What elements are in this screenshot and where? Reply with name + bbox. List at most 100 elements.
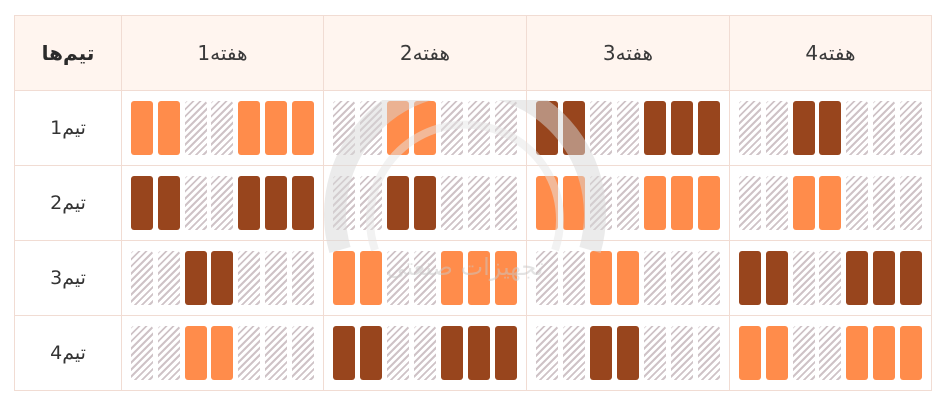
off-block-hatched: [468, 101, 490, 155]
shift-block-dark: [131, 176, 153, 230]
off-block-hatched: [387, 251, 409, 305]
week-cell: [323, 240, 527, 316]
shift-block-light: [644, 176, 666, 230]
off-block-hatched: [819, 251, 842, 305]
off-block-hatched: [899, 176, 922, 230]
shift-block-light: [211, 326, 234, 380]
off-block-hatched: [590, 176, 612, 230]
shift-block-light: [899, 326, 922, 380]
shift-block-light: [414, 101, 436, 155]
shift-block-dark: [441, 326, 463, 380]
shift-blocks: [536, 101, 720, 155]
off-block-hatched: [387, 326, 409, 380]
shift-block-dark: [238, 176, 261, 230]
team-row: تیم1: [14, 90, 932, 166]
shift-block-light: [468, 251, 490, 305]
shift-block-dark: [495, 326, 517, 380]
shift-block-light: [360, 251, 382, 305]
off-block-hatched: [671, 251, 693, 305]
off-block-hatched: [590, 101, 612, 155]
off-block-hatched: [563, 326, 585, 380]
off-block-hatched: [644, 326, 666, 380]
shift-block-light: [441, 251, 463, 305]
off-block-hatched: [131, 326, 153, 380]
off-block-hatched: [291, 251, 314, 305]
off-block-hatched: [291, 326, 314, 380]
shift-block-light: [495, 251, 517, 305]
off-block-hatched: [698, 251, 720, 305]
off-block-hatched: [360, 176, 382, 230]
shift-block-dark: [265, 176, 288, 230]
shift-block-dark: [468, 326, 490, 380]
shift-block-light: [265, 101, 288, 155]
shift-blocks: [131, 326, 314, 380]
off-block-hatched: [846, 101, 869, 155]
shift-blocks: [333, 251, 517, 305]
shift-block-light: [765, 326, 788, 380]
week-2-header: هفته2: [323, 15, 527, 91]
shift-blocks: [739, 101, 922, 155]
shift-block-light: [873, 326, 896, 380]
team-label: تیم2: [14, 165, 122, 241]
week-cell: [729, 240, 932, 316]
off-block-hatched: [495, 101, 517, 155]
week-cell: [121, 90, 324, 166]
shift-block-dark: [617, 326, 639, 380]
off-block-hatched: [899, 101, 922, 155]
week-cell: [121, 315, 324, 391]
header-row: تیم‌ها هفته1 هفته2 هفته3 هفته4: [14, 15, 932, 91]
off-block-hatched: [563, 251, 585, 305]
off-block-hatched: [617, 176, 639, 230]
shift-blocks: [739, 326, 922, 380]
shift-block-dark: [846, 251, 869, 305]
shift-block-dark: [387, 176, 409, 230]
shift-block-dark: [644, 101, 666, 155]
shift-block-dark: [698, 101, 720, 155]
team-row: تیم4: [14, 315, 932, 391]
shift-block-light: [590, 251, 612, 305]
shift-block-light: [291, 101, 314, 155]
off-block-hatched: [739, 101, 761, 155]
shift-block-dark: [184, 251, 207, 305]
shift-block-dark: [819, 101, 842, 155]
off-block-hatched: [238, 326, 261, 380]
shift-block-dark: [360, 326, 382, 380]
off-block-hatched: [846, 176, 869, 230]
shift-block-light: [131, 101, 153, 155]
shift-block-dark: [792, 101, 815, 155]
off-block-hatched: [644, 251, 666, 305]
shift-block-light: [671, 176, 693, 230]
shift-block-dark: [739, 251, 761, 305]
shift-blocks: [739, 176, 922, 230]
off-block-hatched: [265, 251, 288, 305]
off-block-hatched: [495, 176, 517, 230]
off-block-hatched: [157, 251, 180, 305]
shift-blocks: [333, 101, 517, 155]
week-cell: [323, 90, 527, 166]
week-cell: [526, 165, 730, 241]
shift-block-dark: [590, 326, 612, 380]
off-block-hatched: [617, 101, 639, 155]
week-cell: [729, 90, 932, 166]
week-cell: [526, 315, 730, 391]
off-block-hatched: [184, 101, 207, 155]
shift-block-dark: [899, 251, 922, 305]
shift-block-light: [846, 326, 869, 380]
team-label: تیم1: [14, 90, 122, 166]
off-block-hatched: [184, 176, 207, 230]
team-label: تیم3: [14, 240, 122, 316]
shift-block-dark: [414, 176, 436, 230]
off-block-hatched: [765, 101, 788, 155]
off-block-hatched: [792, 326, 815, 380]
off-block-hatched: [819, 326, 842, 380]
shift-blocks: [536, 326, 720, 380]
shift-block-dark: [536, 101, 558, 155]
week-cell: [729, 165, 932, 241]
shift-block-light: [333, 251, 355, 305]
shift-blocks: [131, 251, 314, 305]
shift-block-dark: [291, 176, 314, 230]
shift-block-light: [563, 176, 585, 230]
off-block-hatched: [211, 176, 234, 230]
off-block-hatched: [211, 101, 234, 155]
off-block-hatched: [333, 101, 355, 155]
